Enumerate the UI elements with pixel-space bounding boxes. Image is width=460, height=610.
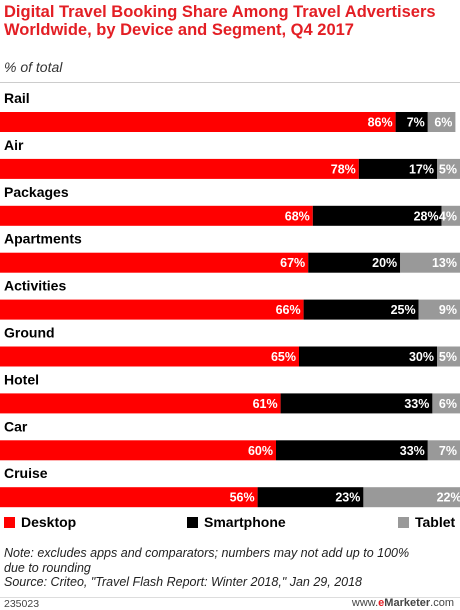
legend-swatch-tablet bbox=[398, 516, 409, 528]
legend-swatch-smartphone bbox=[187, 516, 198, 528]
value-label-desktop-activities: 66% bbox=[276, 303, 301, 317]
value-label-desktop-rail: 86% bbox=[368, 116, 393, 130]
bar-smartphone-apartments bbox=[308, 252, 401, 273]
value-label-tablet-apartments: 13% bbox=[432, 256, 457, 270]
bar-desktop-packages bbox=[0, 205, 313, 226]
value-label-desktop-ground: 65% bbox=[271, 350, 296, 364]
bar-desktop-rail bbox=[0, 112, 396, 132]
category-label-rail: Rail bbox=[4, 90, 30, 106]
value-label-desktop-packages: 68% bbox=[285, 209, 310, 223]
value-label-desktop-apartments: 67% bbox=[280, 256, 305, 270]
logo-prefix: www. bbox=[351, 597, 379, 609]
logo-name: Marketer bbox=[384, 597, 431, 609]
value-label-tablet-activities: 9% bbox=[439, 303, 457, 317]
bar-tablet-hotel bbox=[432, 393, 460, 414]
value-label-tablet-rail: 6% bbox=[434, 116, 452, 130]
legend-item-tablet: Tablet bbox=[398, 514, 455, 530]
bar-smartphone-activities bbox=[303, 299, 419, 320]
value-label-smartphone-cruise: 23% bbox=[335, 491, 360, 505]
category-label-packages: Packages bbox=[4, 184, 69, 200]
value-label-smartphone-rail: 7% bbox=[407, 116, 425, 130]
emarketer-logo[interactable]: www.eMarketer.com bbox=[352, 597, 454, 609]
bar-smartphone-hotel bbox=[280, 393, 433, 414]
value-label-smartphone-ground: 30% bbox=[409, 350, 434, 364]
value-label-smartphone-hotel: 33% bbox=[404, 397, 429, 411]
value-label-tablet-hotel: 6% bbox=[439, 397, 457, 411]
category-label-air: Air bbox=[4, 137, 24, 153]
value-label-smartphone-car: 33% bbox=[400, 444, 425, 458]
bar-tablet-ground bbox=[437, 346, 460, 367]
bar-desktop-apartments bbox=[0, 252, 309, 273]
category-label-car: Car bbox=[4, 418, 28, 434]
chart-id: 235023 bbox=[4, 598, 40, 610]
legend-label-tablet: Tablet bbox=[415, 514, 456, 530]
bar-tablet-packages bbox=[441, 205, 460, 226]
footer-divider bbox=[0, 597, 460, 598]
value-label-tablet-car: 7% bbox=[439, 444, 457, 458]
legend-label-smartphone: Smartphone bbox=[204, 514, 286, 530]
value-label-smartphone-activities: 25% bbox=[391, 303, 416, 317]
legend-label-desktop: Desktop bbox=[21, 514, 77, 530]
source-line: Source: Criteo, "Travel Flash Report: Wi… bbox=[4, 575, 363, 589]
value-label-tablet-air: 5% bbox=[439, 162, 457, 176]
bar-tablet-apartments bbox=[400, 252, 460, 273]
legend-swatch-desktop bbox=[4, 516, 15, 528]
value-label-smartphone-packages: 28% bbox=[414, 209, 439, 223]
logo-suffix: .com bbox=[430, 597, 454, 609]
value-label-tablet-packages: 4% bbox=[439, 209, 457, 223]
chart-legend: Desktop Smartphone Tablet bbox=[0, 514, 460, 534]
bar-desktop-car bbox=[0, 440, 276, 461]
category-label-activities: Activities bbox=[4, 278, 66, 294]
logo-e: e bbox=[378, 597, 385, 609]
bar-tablet-activities bbox=[418, 299, 460, 320]
top-divider bbox=[0, 82, 460, 83]
note-line-1: Note: excludes apps and comparators; num… bbox=[4, 546, 410, 560]
legend-item-smartphone: Smartphone bbox=[187, 514, 286, 530]
stacked-bar-chart: Rail 86% 7% 6% Air 78% 17% 5% Packages 68% 28% 4% Ap… bbox=[0, 90, 460, 508]
bar-desktop-cruise bbox=[0, 487, 258, 508]
bar-smartphone-car bbox=[276, 440, 428, 461]
bar-smartphone-rail bbox=[395, 112, 428, 132]
bar-tablet-car bbox=[427, 440, 460, 461]
category-label-ground: Ground bbox=[4, 325, 55, 341]
value-label-desktop-air: 78% bbox=[331, 162, 356, 176]
bar-smartphone-packages bbox=[312, 205, 442, 226]
bar-desktop-air bbox=[0, 158, 359, 179]
category-label-apartments: Apartments bbox=[4, 231, 82, 247]
category-label-cruise: Cruise bbox=[4, 465, 48, 481]
value-label-tablet-ground: 5% bbox=[439, 350, 457, 364]
bar-tablet-cruise bbox=[363, 487, 460, 508]
value-label-tablet-cruise: 22% bbox=[437, 491, 460, 505]
value-label-smartphone-apartments: 20% bbox=[372, 256, 397, 270]
category-label-hotel: Hotel bbox=[4, 371, 39, 387]
chart-notes: Note: excludes apps and comparators; num… bbox=[4, 546, 456, 590]
bar-tablet-rail bbox=[427, 112, 456, 132]
bar-smartphone-ground bbox=[299, 346, 437, 367]
chart-subtitle: % of total bbox=[4, 59, 63, 75]
value-label-desktop-hotel: 61% bbox=[253, 397, 278, 411]
value-label-smartphone-air: 17% bbox=[409, 162, 434, 176]
legend-item-desktop: Desktop bbox=[4, 514, 76, 530]
bar-tablet-air bbox=[437, 158, 460, 179]
bar-desktop-activities bbox=[0, 299, 304, 320]
bar-desktop-hotel bbox=[0, 393, 281, 414]
value-label-desktop-car: 60% bbox=[248, 444, 273, 458]
bar-desktop-ground bbox=[0, 346, 299, 367]
value-label-desktop-cruise: 56% bbox=[230, 491, 255, 505]
bar-smartphone-air bbox=[358, 158, 437, 179]
chart-title: Digital Travel Booking Share Among Trave… bbox=[4, 3, 436, 39]
note-line-2: due to rounding bbox=[4, 560, 91, 575]
bar-smartphone-cruise bbox=[257, 487, 364, 508]
